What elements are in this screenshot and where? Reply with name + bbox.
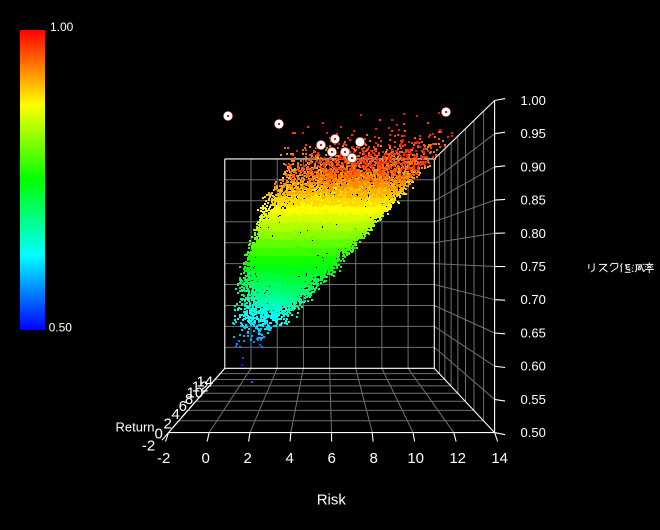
svg-text:0.55: 0.55	[521, 392, 546, 407]
svg-text:0.80: 0.80	[521, 226, 546, 241]
svg-text:14: 14	[491, 450, 508, 467]
svg-text:6: 6	[179, 398, 187, 415]
svg-text:8: 8	[185, 391, 193, 408]
svg-text:0.60: 0.60	[521, 359, 546, 374]
svg-text:0.95: 0.95	[521, 126, 546, 141]
svg-text:1.00: 1.00	[521, 93, 546, 108]
svg-text:4: 4	[172, 406, 180, 423]
svg-text:Risk: Risk	[317, 492, 347, 509]
svg-text:0: 0	[155, 426, 163, 443]
svg-text:14: 14	[196, 373, 213, 390]
svg-text:10: 10	[187, 385, 204, 402]
svg-text:10: 10	[407, 450, 424, 467]
svg-text:0.50: 0.50	[521, 425, 546, 440]
svg-text:8: 8	[370, 450, 378, 467]
svg-text:6: 6	[328, 450, 336, 467]
svg-text:Return: Return	[115, 420, 154, 435]
svg-text:0: 0	[202, 450, 210, 467]
svg-text:0.65: 0.65	[521, 326, 546, 341]
svg-text:0.85: 0.85	[521, 193, 546, 208]
svg-text:0.50: 0.50	[49, 321, 73, 335]
svg-text:12: 12	[449, 450, 466, 467]
svg-text:-2: -2	[142, 438, 155, 455]
svg-text:-2: -2	[157, 450, 170, 467]
svg-text:1.00: 1.00	[50, 20, 74, 34]
svg-text:12: 12	[192, 379, 209, 396]
svg-text:0.75: 0.75	[521, 259, 546, 274]
svg-text:4: 4	[286, 450, 294, 467]
svg-text:2: 2	[244, 450, 252, 467]
svg-text:0.90: 0.90	[521, 159, 546, 174]
svg-text:0.70: 0.70	[521, 292, 546, 307]
svg-text:2: 2	[164, 415, 172, 432]
